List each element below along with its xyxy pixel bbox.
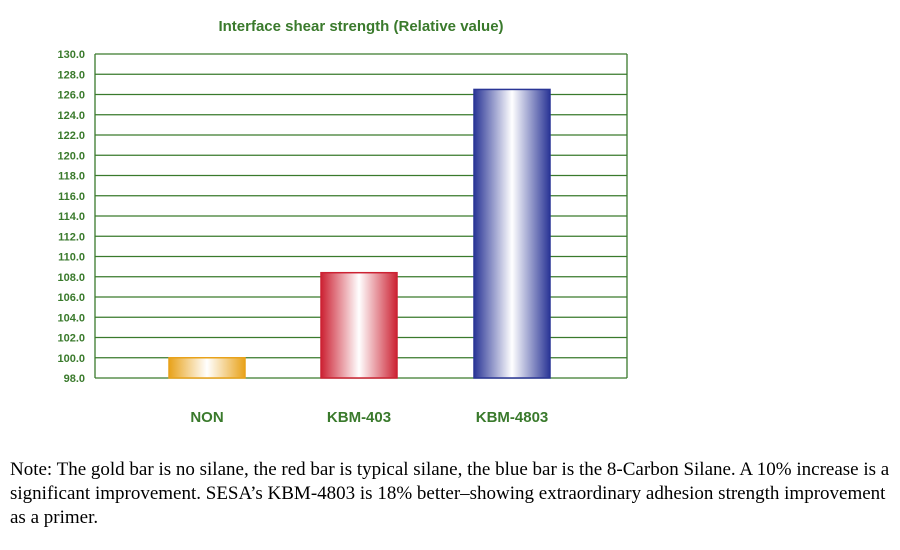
y-tick-label: 130.0: [57, 49, 85, 61]
y-tick-label: 120.0: [57, 150, 85, 162]
y-tick-label: 100.0: [57, 353, 85, 365]
x-tick-label: KBM-4803: [476, 409, 549, 426]
x-tick-label: NON: [190, 409, 223, 426]
y-tick-label: 108.0: [57, 272, 85, 284]
y-tick-label: 118.0: [58, 171, 85, 183]
y-tick-label: 128.0: [57, 69, 85, 81]
chart-title: Interface shear strength (Relative value…: [218, 18, 503, 35]
y-tick-label: 98.0: [64, 373, 85, 385]
y-tick-label: 102.0: [57, 333, 85, 345]
bar-kbm-4803: [473, 88, 551, 379]
y-tick-label: 124.0: [57, 110, 85, 122]
bars: [168, 88, 551, 379]
y-tick-label: 104.0: [57, 312, 85, 324]
y-tick-label: 110.0: [58, 252, 85, 264]
y-tick-label: 112.0: [58, 231, 85, 243]
y-tick-label: 106.0: [57, 292, 85, 304]
chart-note: Note: The gold bar is no silane, the red…: [10, 459, 890, 528]
bar-non: [168, 357, 246, 379]
y-axis-ticks: 98.0 100.0 102.0 104.0 106.0 108.0 110.0 112.0 1…: [57, 49, 85, 385]
y-tick-label: 126.0: [57, 90, 85, 102]
y-tick-label: 116.0: [58, 191, 85, 203]
y-tick-label: 122.0: [57, 130, 85, 142]
bar-chart: Interface shear strength (Relative value…: [57, 18, 628, 426]
x-tick-label: KBM-403: [327, 409, 391, 426]
x-axis-labels: NON KBM-403 KBM-4803: [190, 409, 548, 426]
y-tick-label: 114.0: [58, 211, 85, 223]
bar-kbm-403: [320, 271, 398, 379]
